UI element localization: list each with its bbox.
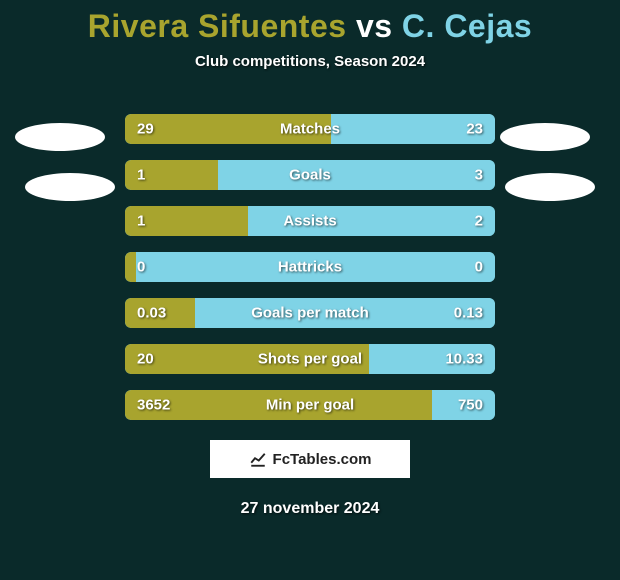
stat-row: 0.030.13Goals per match	[125, 298, 495, 328]
player-b-badge-1	[500, 123, 590, 151]
date: 27 november 2024	[0, 500, 620, 518]
stat-label: Min per goal	[125, 397, 495, 414]
stat-row: 3652750Min per goal	[125, 390, 495, 420]
stat-label: Assists	[125, 213, 495, 230]
stat-row: 2923Matches	[125, 114, 495, 144]
stat-label: Hattricks	[125, 259, 495, 276]
stat-label: Goals per match	[125, 305, 495, 322]
player-a-name: Rivera Sifuentes	[88, 8, 347, 44]
player-b-name: C. Cejas	[402, 8, 532, 44]
stats-container: 2923Matches 13Goals 12Assists 00Hattricks 0.…	[0, 114, 620, 420]
player-a-badge-1	[15, 123, 105, 151]
player-a-badge-2	[25, 173, 115, 201]
chart-icon	[249, 450, 267, 468]
stat-row: 2010.33Shots per goal	[125, 344, 495, 374]
stat-row: 00Hattricks	[125, 252, 495, 282]
watermark: FcTables.com	[210, 440, 410, 478]
stat-label: Shots per goal	[125, 351, 495, 368]
vs-text: vs	[347, 8, 402, 44]
player-b-badge-2	[505, 173, 595, 201]
stat-row: 12Assists	[125, 206, 495, 236]
stat-label: Matches	[125, 121, 495, 138]
stat-label: Goals	[125, 167, 495, 184]
stat-row: 13Goals	[125, 160, 495, 190]
page-title: Rivera Sifuentes vs C. Cejas	[0, 0, 620, 45]
watermark-text: FcTables.com	[273, 451, 372, 468]
subtitle: Club competitions, Season 2024	[0, 53, 620, 70]
